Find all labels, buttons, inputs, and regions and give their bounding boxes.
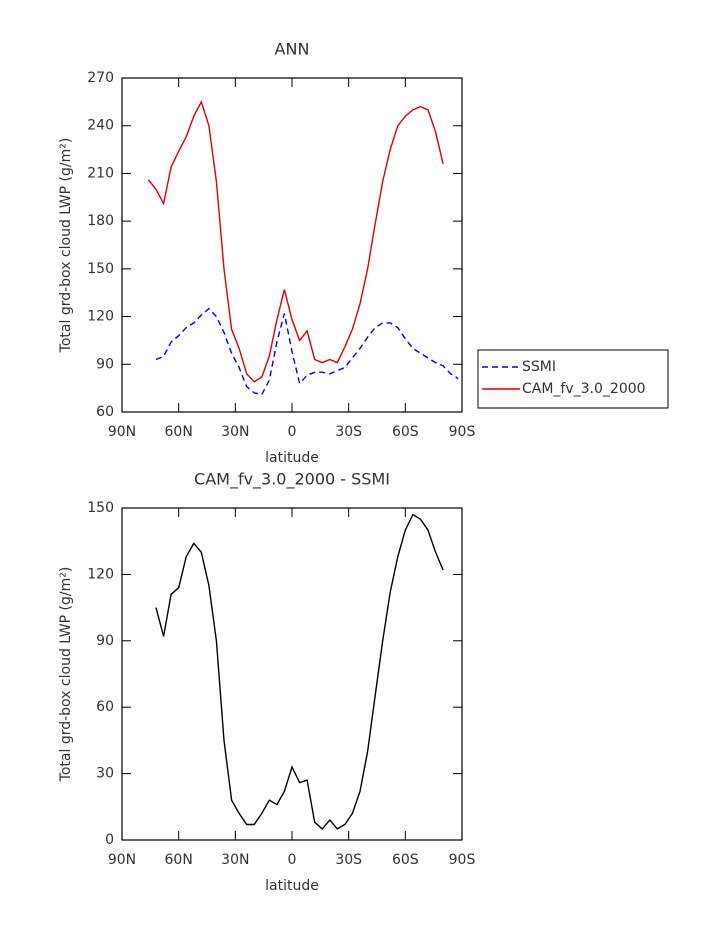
chart-title: CAM_fv_3.0_2000 - SSMI [194,470,390,490]
y-tick-label: 60 [96,699,114,715]
x-tick-label: 0 [288,852,297,868]
y-tick-label: 210 [87,165,114,181]
y-tick-label: 150 [87,500,114,516]
y-tick-label: 120 [87,566,114,582]
plot-frame [121,77,463,413]
y-tick-label: 60 [96,404,114,420]
y-tick-label: 90 [96,633,114,649]
x-tick-label: 90N [108,852,136,868]
x-tick-label: 60N [165,424,193,440]
legend-box [477,349,669,409]
x-tick-label: 30S [335,424,362,440]
x-tick-label: 90N [108,424,136,440]
x-tick-label: 30S [335,852,362,868]
chart-title: ANN [275,40,310,59]
x-tick-label: 60S [392,424,419,440]
y-tick-label: 180 [87,213,114,229]
series-line [155,307,459,396]
x-tick-label: 0 [288,424,297,440]
y-axis-label: Total grd-box cloud LWP (g/m²) [58,138,74,354]
x-tick-label: 90S [449,424,476,440]
y-tick-label: 90 [96,356,114,372]
x-tick-label: 60S [392,852,419,868]
x-axis-label: latitude [265,450,319,466]
x-tick-label: 30N [221,852,249,868]
y-tick-label: 0 [105,832,114,848]
series-line [155,513,444,830]
x-tick-label: 60N [165,852,193,868]
y-tick-label: 30 [96,766,114,782]
x-axis-label: latitude [265,878,319,894]
series-line [147,100,444,383]
legend-label: SSMI [522,359,556,375]
y-tick-label: 270 [87,70,114,86]
y-axis-label: Total grd-box cloud LWP (g/m²) [58,567,74,783]
y-tick-label: 120 [87,309,114,325]
x-tick-label: 30N [221,424,249,440]
x-tick-label: 90S [449,852,476,868]
legend-label: CAM_fv_3.0_2000 [522,381,646,397]
y-tick-label: 240 [87,118,114,134]
plot-frame [121,507,463,841]
y-tick-label: 150 [87,261,114,277]
